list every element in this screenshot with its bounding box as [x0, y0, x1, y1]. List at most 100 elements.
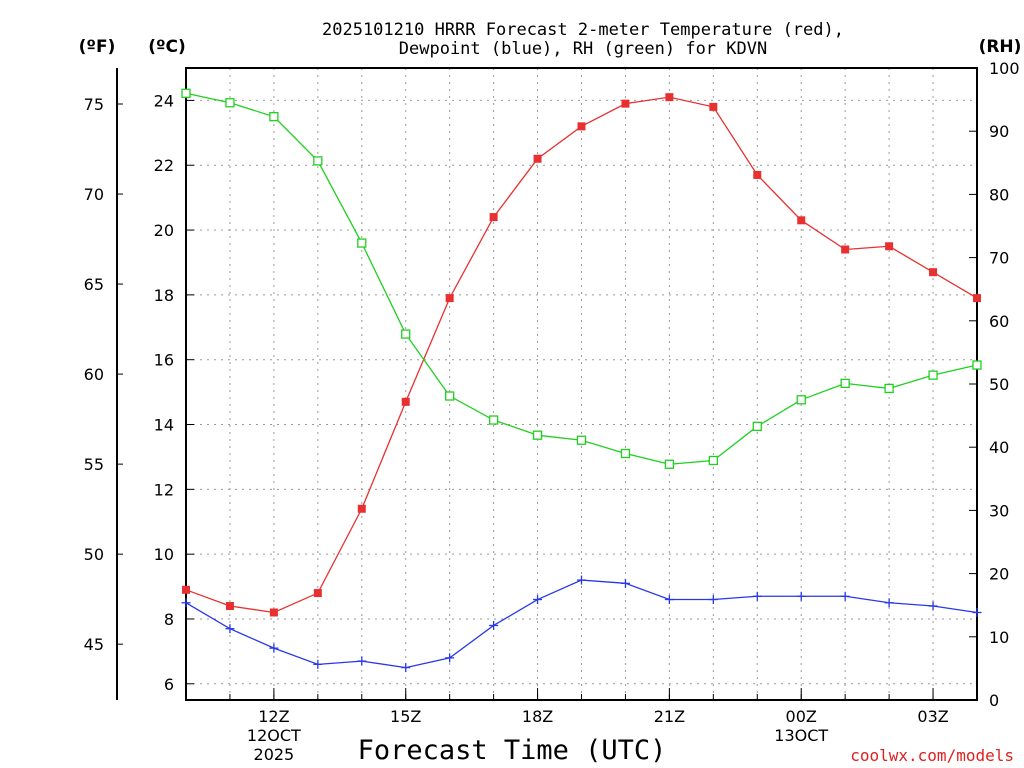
fahrenheit-tick-label: 60	[84, 365, 104, 384]
celsius-tick-label: 18	[154, 286, 174, 305]
x-tick-label: 12OCT	[247, 726, 301, 745]
fahrenheit-tick-label: 55	[84, 455, 104, 474]
celsius-tick-label: 6	[164, 675, 174, 694]
grid	[186, 68, 977, 700]
x-tick-label: 15Z	[390, 707, 421, 726]
chart-title-line2: Dewpoint (blue), RH (green) for KDVN	[399, 39, 767, 59]
temperature-point	[225, 602, 234, 611]
tick-labels: 6 8 10 12 14 16 18 20 22 24 45 50 55 60 65 70 75 0 10 20 30 4…	[84, 59, 1020, 764]
rh-tick-label: 60	[989, 312, 1009, 331]
temperature-point	[841, 245, 850, 254]
fahrenheit-unit-label: (ºF)	[79, 37, 116, 57]
rh-tick-label: 70	[989, 249, 1009, 268]
rh-point	[357, 238, 367, 248]
temperature-point	[445, 294, 454, 303]
rh-tick-label: 0	[989, 691, 999, 710]
celsius-tick-label: 12	[154, 480, 174, 499]
rh-unit-label: (RH)	[979, 37, 1022, 57]
dewpoint-point	[972, 607, 982, 617]
dewpoint-point	[840, 591, 850, 601]
celsius-tick-label: 14	[154, 416, 174, 435]
rh-tick-label: 40	[989, 438, 1009, 457]
rh-point	[532, 430, 543, 440]
x-axis-label: Forecast Time (UTC)	[358, 735, 667, 766]
rh-tick-label: 10	[989, 628, 1009, 647]
temperature-point	[973, 294, 981, 303]
rh-tick-label: 50	[989, 375, 1009, 394]
temperature-point	[182, 585, 190, 594]
temperature-point	[665, 93, 674, 102]
x-tick-label: 13OCT	[774, 726, 828, 745]
temperature-point	[797, 216, 806, 225]
rh-tick-label: 30	[989, 501, 1009, 520]
dewpoint-point	[664, 595, 674, 605]
dewpoint-point	[181, 598, 191, 608]
temperature-point	[885, 242, 894, 251]
rh-point	[884, 383, 894, 394]
fahrenheit-tick-label: 65	[84, 275, 104, 294]
dewpoint-point	[884, 598, 894, 608]
rh-point	[181, 88, 191, 98]
celsius-tick-label: 24	[154, 91, 174, 110]
temperature-point	[753, 170, 762, 179]
axes	[116, 67, 978, 701]
dewpoint-point	[708, 595, 718, 605]
temperature-point	[489, 213, 498, 222]
celsius-tick-label: 22	[154, 156, 174, 175]
series-group	[181, 88, 982, 673]
fahrenheit-tick-label: 70	[84, 185, 104, 204]
chart-title-line1: 2025101210 HRRR Forecast 2-meter Tempera…	[322, 20, 844, 40]
credit-text: coolwx.com/models	[850, 746, 1014, 765]
temperature-point	[313, 589, 322, 598]
rh-tick-label: 80	[989, 185, 1009, 204]
rh-point	[445, 391, 455, 401]
rh-tick-label: 90	[989, 122, 1009, 141]
temperature-point	[621, 99, 630, 108]
x-tick-label: 18Z	[522, 707, 553, 726]
celsius-unit-label: (ºC)	[148, 37, 186, 57]
dewpoint-point	[401, 663, 411, 673]
temperature-point	[577, 122, 586, 131]
celsius-tick-label: 8	[164, 610, 174, 629]
fahrenheit-tick-label: 45	[84, 635, 104, 654]
temperature-point	[929, 268, 938, 277]
dewpoint-point	[796, 591, 806, 601]
celsius-tick-label: 20	[154, 221, 174, 240]
dewpoint-point	[269, 643, 279, 653]
rh-point	[401, 329, 411, 339]
dewpoint-point	[357, 656, 367, 666]
rh-point	[928, 370, 938, 380]
dewpoint-point	[620, 578, 630, 588]
rh-point	[796, 395, 806, 405]
rh-point	[225, 98, 235, 108]
temperature-point	[401, 397, 410, 406]
fahrenheit-tick-label: 50	[84, 545, 104, 564]
rh-point	[269, 112, 279, 122]
dewpoint-point	[489, 620, 499, 630]
dewpoint-point	[313, 659, 323, 669]
dewpoint-point	[752, 591, 762, 601]
celsius-tick-label: 10	[154, 545, 174, 564]
fahrenheit-tick-label: 75	[84, 95, 104, 114]
dewpoint-point	[225, 624, 235, 634]
rh-point	[576, 435, 587, 445]
dewpoint-point	[928, 601, 938, 611]
rh-point	[664, 459, 675, 469]
rh-point	[840, 378, 850, 389]
temperature-point	[269, 608, 278, 617]
rh-point	[972, 360, 982, 370]
celsius-tick-label: 16	[154, 351, 174, 370]
rh-point	[752, 421, 762, 431]
dewpoint-point	[533, 595, 543, 605]
rh-tick-label: 20	[989, 565, 1009, 584]
dewpoint-point	[577, 575, 586, 585]
dewpoint-point	[445, 653, 455, 663]
x-tick-label: 12Z	[258, 707, 289, 726]
temperature-point	[533, 154, 542, 163]
temperature-point	[709, 102, 718, 111]
temperature-point	[357, 504, 366, 513]
rh-point	[313, 156, 323, 166]
x-tick-label: 21Z	[654, 707, 685, 726]
x-tick-label: 2025	[254, 745, 295, 764]
